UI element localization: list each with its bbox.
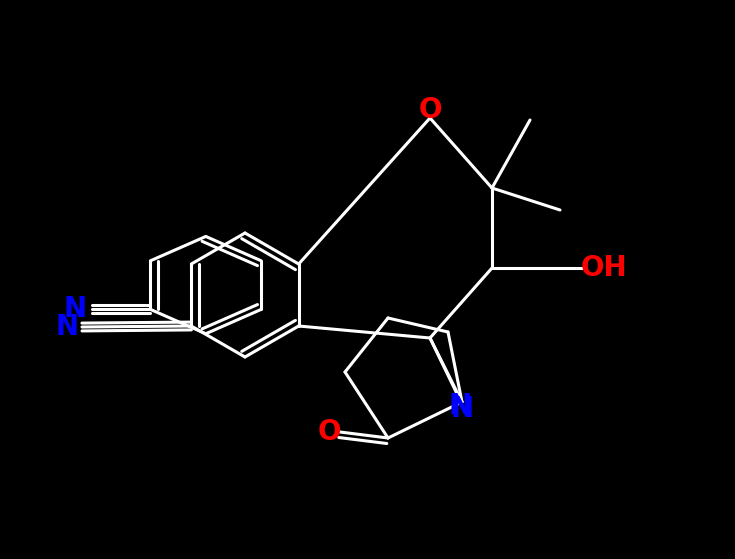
Text: N: N (451, 395, 473, 423)
Text: O: O (418, 96, 442, 124)
Text: N: N (63, 295, 86, 324)
Text: N: N (448, 392, 472, 420)
Text: O: O (318, 418, 341, 446)
Text: OH: OH (581, 254, 628, 282)
Text: N: N (56, 313, 79, 341)
